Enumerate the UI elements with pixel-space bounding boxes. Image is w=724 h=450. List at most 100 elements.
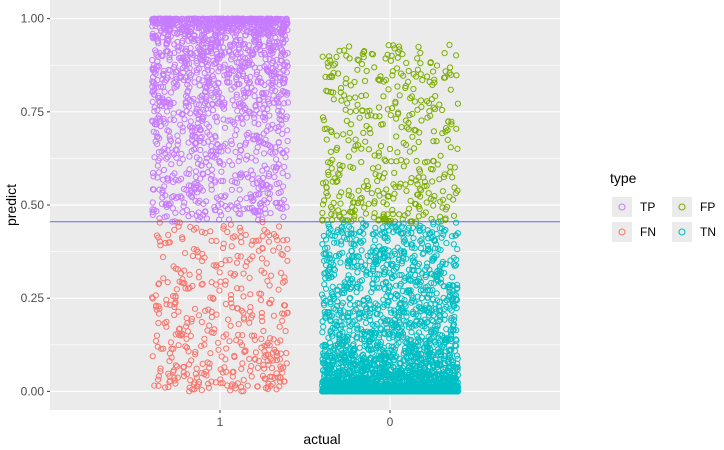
- data-point-fn: [201, 341, 208, 348]
- data-point-tn: [371, 237, 378, 244]
- data-point-fn: [162, 384, 169, 391]
- legend-title: type: [610, 170, 637, 186]
- data-point-fp: [441, 171, 448, 178]
- data-point-tp: [256, 101, 263, 108]
- data-point-tp: [235, 158, 242, 165]
- data-point-tn: [366, 297, 373, 304]
- data-point-fp: [447, 169, 454, 176]
- data-point-fp: [417, 49, 424, 57]
- data-point-tp: [249, 49, 256, 56]
- data-point-tn: [418, 236, 425, 243]
- data-point-fn: [183, 323, 190, 330]
- data-point-fp: [412, 127, 419, 134]
- data-point-tn: [344, 257, 352, 264]
- data-point-fn: [205, 384, 212, 391]
- data-point-tp: [256, 110, 263, 117]
- data-point-fp: [340, 131, 347, 138]
- data-point-fp: [336, 162, 343, 169]
- data-point-tp: [199, 61, 206, 68]
- data-point-tn: [415, 350, 422, 357]
- data-point-tn: [452, 375, 460, 382]
- data-point-fp: [323, 184, 330, 191]
- data-point-tp: [196, 82, 203, 89]
- data-point-fn: [160, 345, 167, 352]
- data-point-tp: [204, 169, 211, 176]
- data-point-tn: [377, 231, 384, 238]
- data-point-tp: [251, 93, 258, 100]
- data-point-tn: [320, 352, 327, 359]
- data-point-fn: [240, 270, 247, 277]
- data-point-tp: [283, 69, 290, 76]
- data-point-tp: [173, 68, 180, 76]
- data-point-tn: [427, 270, 435, 277]
- data-point-tp: [182, 102, 189, 109]
- data-point-tn: [417, 287, 424, 294]
- data-point-fp: [441, 50, 448, 57]
- data-point-tn: [336, 283, 343, 290]
- data-point-tp: [256, 177, 264, 184]
- data-point-tn: [433, 230, 440, 238]
- data-point-tn: [408, 352, 415, 360]
- data-point-tn: [344, 275, 351, 282]
- data-point-tn: [417, 222, 424, 230]
- data-point-tp: [224, 24, 231, 31]
- data-point-fn: [172, 362, 179, 369]
- data-point-tp: [192, 168, 200, 175]
- data-point-tp: [176, 160, 183, 167]
- data-point-tp: [235, 210, 242, 217]
- data-point-fn: [234, 380, 241, 387]
- data-point-tp: [228, 67, 235, 74]
- legend-key-fn: [618, 228, 626, 236]
- data-point-tp: [257, 78, 264, 85]
- data-point-tp: [163, 37, 171, 44]
- data-point-fn: [161, 320, 168, 327]
- data-point-fp: [371, 200, 378, 207]
- data-point-fn: [242, 263, 249, 270]
- data-point-tn: [378, 326, 385, 333]
- data-point-fp: [320, 117, 327, 124]
- data-point-tp: [149, 186, 156, 193]
- data-point-tn: [398, 332, 405, 339]
- data-point-fp: [374, 177, 381, 185]
- data-point-tp: [174, 193, 181, 200]
- data-point-fp: [424, 158, 431, 165]
- data-point-fp: [382, 157, 389, 165]
- data-point-tp: [149, 118, 156, 125]
- data-point-tp: [220, 44, 227, 51]
- data-point-tp: [174, 30, 181, 37]
- data-point-fn: [259, 232, 266, 240]
- data-point-tp: [261, 51, 268, 58]
- data-point-tn: [357, 285, 364, 292]
- data-point-tp: [211, 177, 218, 184]
- data-point-fn: [246, 355, 253, 362]
- data-point-tn: [424, 347, 431, 354]
- data-point-fp: [375, 149, 382, 156]
- data-point-fp: [405, 78, 412, 86]
- data-point-fp: [430, 196, 437, 203]
- data-point-fp: [396, 211, 403, 218]
- data-point-tn: [415, 260, 423, 267]
- data-point-tp: [160, 166, 168, 174]
- data-point-tp: [281, 100, 288, 107]
- data-point-tn: [423, 388, 430, 395]
- data-point-tp: [184, 32, 191, 39]
- data-point-tp: [250, 16, 257, 23]
- data-point-tp: [201, 69, 208, 77]
- data-point-tn: [410, 310, 417, 318]
- data-point-tn: [369, 360, 376, 368]
- data-point-fp: [349, 209, 356, 216]
- data-point-tn: [348, 254, 356, 261]
- data-point-tp: [272, 167, 279, 174]
- data-point-fn: [222, 300, 229, 308]
- data-point-tp: [238, 23, 245, 30]
- data-point-tp: [263, 65, 270, 73]
- data-point-tn: [335, 354, 342, 361]
- data-point-tp: [199, 77, 206, 84]
- data-point-fn: [156, 219, 163, 226]
- data-point-tp: [233, 30, 240, 37]
- data-point-tp: [161, 145, 168, 152]
- data-point-tn: [412, 322, 419, 329]
- data-point-tp: [158, 52, 165, 59]
- data-point-fp: [386, 145, 394, 153]
- data-point-tn: [402, 303, 409, 310]
